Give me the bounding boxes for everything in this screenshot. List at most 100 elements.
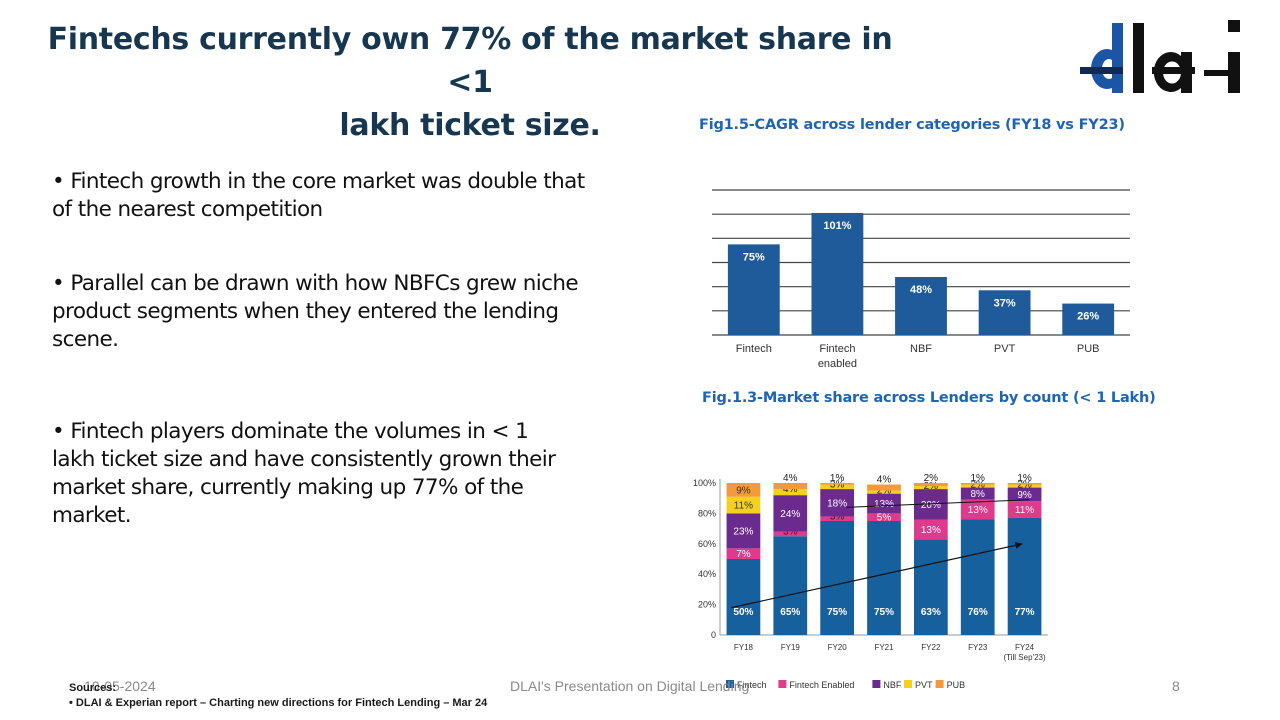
cagr-category-label-2: NBF: [910, 343, 932, 355]
segment-label: 1%: [1017, 473, 1032, 484]
bullet-1: • Fintech growth in the core market was …: [52, 169, 585, 222]
segment-label: 2%: [924, 481, 939, 492]
x-category-label: FY24: [1015, 643, 1035, 652]
cagr-bar-label-1: 101%: [823, 220, 851, 232]
cagr-bar-label-2: 48%: [910, 284, 932, 296]
segment-pub-FY24: [1007, 483, 1042, 485]
slide-title-line-1: Fintechs currently own 77% of the market…: [47, 22, 893, 100]
x-category-label: FY19: [781, 643, 801, 652]
segment-label: 4%: [783, 484, 798, 495]
market-share-chart-title: Fig.1.3-Market share across Lenders by c…: [702, 390, 1156, 406]
cagr-bar-label-3: 37%: [994, 297, 1016, 309]
segment-label: 75%: [827, 607, 847, 618]
segment-fintech-enabled-FY18: [726, 548, 761, 559]
x-category-label: FY22: [921, 643, 941, 652]
segment-label: 3%: [783, 527, 798, 538]
segment-label: 5%: [877, 513, 892, 524]
y-tick-label: 80%: [698, 508, 716, 518]
segment-pub-FY20: [820, 483, 855, 485]
segment-fintech-FY21: [867, 521, 901, 635]
segment-pub-FY22: [913, 483, 948, 487]
segment-label: 3%: [830, 511, 845, 522]
legend-label-4: PUB: [947, 680, 966, 690]
segment-pvt-FY22: [913, 486, 948, 490]
segment-label: 1%: [970, 473, 985, 484]
segment-pub-FY21: [867, 484, 901, 491]
cagr-bar-3: [978, 290, 1031, 335]
footer-presentation-title: DLAI's Presentation on Digital Lending: [510, 678, 750, 694]
trend-arrow-head: [1014, 541, 1023, 549]
cagr-bar-0: [727, 244, 780, 335]
y-tick-label: 60%: [698, 539, 716, 549]
segment-label: 76%: [968, 607, 988, 618]
legend-label-0: Fintech: [737, 680, 767, 690]
legend-swatch-2: [872, 680, 881, 688]
segment-label: 20%: [921, 500, 941, 511]
segment-nbf-FY20: [820, 489, 855, 517]
segment-label: 75%: [874, 607, 894, 618]
segment-pvt-FY18: [726, 496, 761, 514]
segment-fintech-enabled-FY21: [867, 513, 901, 521]
segment-label: 7%: [736, 549, 751, 560]
x-category-note: (Till Sep'23): [1004, 653, 1046, 662]
cagr-bar-label-0: 75%: [743, 251, 765, 263]
bullet-2: • Parallel can be drawn with how NBFCs g…: [52, 271, 579, 352]
segment-fintech-enabled-FY20: [820, 516, 855, 521]
x-category-label: FY21: [874, 643, 894, 652]
segment-nbf-FY23: [960, 487, 995, 500]
segment-fintech-enabled-FY23: [960, 499, 995, 520]
slide-title-line-2: lakh ticket size.: [339, 108, 601, 143]
cagr-bar-chart: 75% Fintech 101% Fintech enabled 48% NBF 37% PVT…: [712, 189, 1130, 370]
y-tick-label: 20%: [698, 600, 716, 610]
segment-fintech-enabled-FY22: [913, 519, 948, 540]
y-tick-label: 40%: [698, 569, 716, 579]
segment-nbf-FY24: [1007, 487, 1042, 502]
bullet-3: • Fintech players dominate the volumes i…: [52, 419, 556, 528]
y-tick-label: 0: [711, 630, 716, 640]
footer-date: 10-05-2024: [84, 678, 156, 694]
segment-fintech-FY24: [1007, 517, 1042, 635]
cagr-bar-2: [895, 277, 947, 335]
segment-fintech-FY20: [820, 521, 855, 635]
segment-label: 9%: [1017, 490, 1032, 501]
segment-pvt-FY24: [1007, 484, 1042, 488]
cagr-category-label-1: Fintech: [819, 343, 855, 355]
cagr-category-label-3: PVT: [994, 343, 1016, 355]
market-share-stacked-chart: 0 20% 40% 60% 80% 100% 50% 7% 23% 11% 9% FY18 65% 3% 2…: [693, 473, 1048, 690]
legend-swatch-4: [935, 680, 944, 688]
y-tick-label: 100%: [693, 478, 716, 488]
segment-nbf-FY18: [726, 513, 761, 549]
trend-arrow-line: [731, 543, 1023, 609]
segment-fintech-FY23: [960, 519, 995, 635]
segment-label: 23%: [733, 526, 753, 537]
cagr-bar-1: [811, 212, 864, 335]
trend-arrow-line-secondary: [846, 499, 1030, 508]
slide-title: Fintechs currently own 77% of the market…: [30, 18, 910, 147]
segment-label: 4%: [783, 473, 798, 484]
segment-label: 50%: [733, 607, 753, 618]
segment-label: 2%: [877, 486, 892, 497]
segment-label: 4%: [877, 475, 892, 486]
segment-label: 9%: [736, 485, 751, 496]
x-category-label: FY20: [828, 643, 848, 652]
segment-label: 65%: [780, 607, 800, 618]
x-category-label: FY18: [734, 643, 754, 652]
legend-swatch-3: [904, 680, 912, 688]
segment-label: 3%: [830, 480, 845, 491]
segment-label: 13%: [921, 525, 941, 536]
x-category-label: FY23: [968, 643, 988, 652]
segment-fintech-enabled-FY19: [773, 531, 808, 537]
segment-label: 24%: [780, 509, 800, 520]
segment-label: 13%: [874, 499, 894, 510]
cagr-bar-4: [1062, 303, 1115, 335]
segment-nbf-FY21: [867, 493, 901, 514]
page-number: 8: [1172, 678, 1180, 694]
segment-label: 2%: [970, 480, 985, 491]
cagr-category-label-0: Fintech: [736, 343, 772, 355]
segment-fintech-FY18: [726, 559, 761, 635]
segment-pub-FY18: [726, 483, 761, 497]
segment-pub-FY23: [960, 483, 995, 485]
segment-pvt-FY20: [820, 484, 855, 490]
segment-label: 77%: [1015, 607, 1035, 618]
segment-label: 8%: [970, 489, 985, 500]
